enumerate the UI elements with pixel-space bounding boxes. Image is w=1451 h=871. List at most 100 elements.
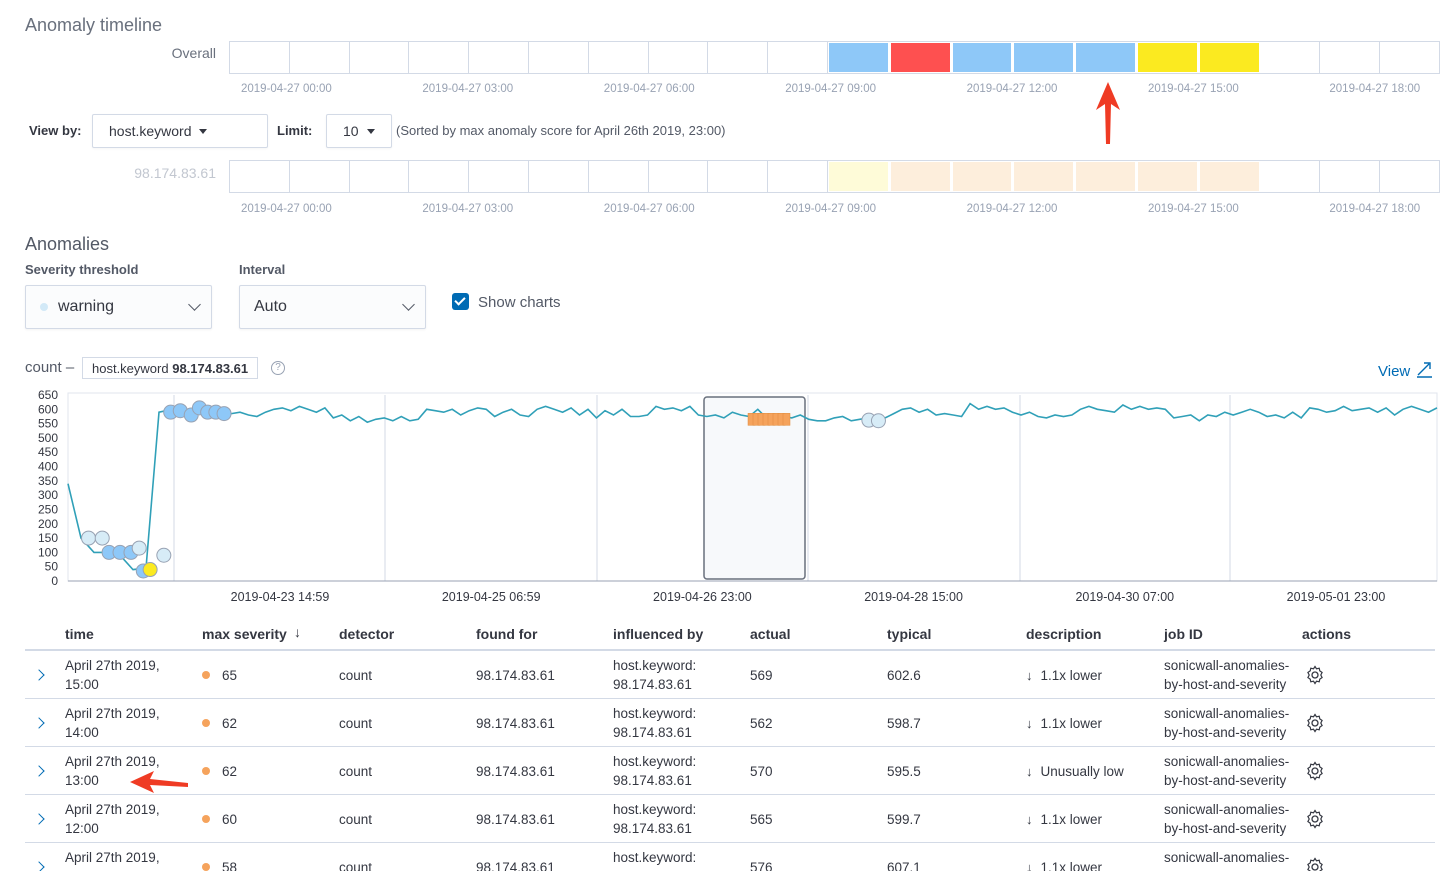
y-tick-label: 350	[38, 474, 58, 488]
entity-badge: host.keyword 98.174.83.61	[82, 357, 259, 379]
swimlane-cell[interactable]	[1320, 42, 1381, 73]
swimlane-cell[interactable]	[1014, 43, 1075, 72]
x-tick-label: 2019-04-28 15:00	[864, 590, 963, 604]
swimlane-cell[interactable]	[1076, 162, 1136, 191]
swimlane-cell[interactable]	[768, 161, 828, 192]
expand-row-icon[interactable]	[33, 717, 45, 729]
swimlane-cell[interactable]	[952, 43, 1013, 72]
expand-cell[interactable]	[33, 747, 45, 795]
view-link-label: View	[1378, 363, 1411, 380]
swimlane-cell[interactable]	[828, 162, 889, 191]
x-tick-label: 2019-04-23 14:59	[231, 590, 330, 604]
severity-threshold-select[interactable]: warning	[25, 285, 212, 329]
expand-cell[interactable]	[33, 699, 45, 747]
column-header: time	[65, 626, 94, 642]
swimlane-cell[interactable]	[469, 42, 529, 73]
column-header[interactable]: max severity	[202, 626, 287, 642]
y-tick-label: 600	[38, 402, 58, 416]
influenced-by-cell: host.keyword:98.174.83.61	[613, 802, 697, 836]
swimlane-cell[interactable]	[589, 161, 649, 192]
actions-cell[interactable]	[1305, 843, 1325, 871]
influenced-by-cell: host.keyword:98.174.83.61	[613, 850, 697, 871]
show-charts-checkbox[interactable]	[452, 293, 469, 310]
view-by-select[interactable]: host.keyword	[92, 114, 268, 148]
x-tick-label: 2019-05-01 23:00	[1287, 590, 1386, 604]
expand-row-icon[interactable]	[33, 813, 45, 825]
found-for-cell: 98.174.83.61	[476, 859, 555, 871]
swimlane-cell[interactable]	[649, 42, 709, 73]
swimlane-cell[interactable]	[1076, 43, 1136, 72]
table-row[interactable]: April 27th 2019, 13:00 62 count 98.174.83.61…	[25, 747, 1435, 795]
table-row[interactable]: April 27th 2019, 15:00 65 count 98.174.83.61…	[25, 651, 1435, 699]
swimlane-cell[interactable]	[529, 42, 589, 73]
help-icon[interactable]: ?	[271, 361, 285, 375]
swimlane-cell[interactable]	[1199, 43, 1260, 72]
swimlane-cell[interactable]	[1199, 162, 1260, 191]
expand-row-icon[interactable]	[33, 861, 45, 871]
swimlane-cell[interactable]	[649, 161, 709, 192]
swimlane-cell[interactable]	[1137, 43, 1198, 72]
arrow-down-icon: ↓	[1026, 715, 1033, 731]
swimlane-cell[interactable]	[768, 42, 828, 73]
gear-icon[interactable]	[1305, 713, 1325, 733]
table-row[interactable]: April 27th 2019, 14:00 62 count 98.174.83.61…	[25, 699, 1435, 747]
table-row[interactable]: April 27th 2019,11:00 58 count 98.174.83.61…	[25, 843, 1435, 871]
swimlane-cell[interactable]	[230, 161, 290, 192]
swimlane-cell[interactable]	[290, 42, 350, 73]
swimlane-cell[interactable]	[1380, 42, 1439, 73]
swimlane-cell[interactable]	[230, 42, 290, 73]
swimlane-cell[interactable]	[409, 42, 470, 73]
arrow-down-icon: ↓	[1026, 859, 1033, 871]
expand-row-icon[interactable]	[33, 669, 45, 681]
anomaly-chart[interactable]: 6506005505004504003503002502001501005002…	[0, 388, 1451, 608]
actions-cell[interactable]	[1305, 747, 1325, 795]
swimlane-cell[interactable]	[529, 161, 589, 192]
severity-cell: 60	[202, 795, 237, 843]
swimlane-cell[interactable]	[350, 161, 410, 192]
overall-swimlane[interactable]	[229, 41, 1440, 74]
swimlane-cell[interactable]	[828, 43, 889, 72]
swimlane-cell[interactable]	[1137, 162, 1198, 191]
chevron-down-icon	[402, 298, 415, 311]
actions-cell[interactable]	[1305, 651, 1325, 699]
swimlane-cell[interactable]	[708, 161, 769, 192]
swimlane-cell[interactable]	[1014, 162, 1075, 191]
swimlane-cell[interactable]	[1261, 161, 1321, 192]
job-id-cell: sonicwall-anomalies-by-host-and-severity	[1164, 658, 1290, 692]
swimlane-cell[interactable]	[290, 161, 350, 192]
swimlane-cell[interactable]	[1261, 42, 1321, 73]
expand-cell[interactable]	[33, 651, 45, 699]
limit-label: Limit:	[277, 123, 313, 138]
entity-value: 98.174.83.61	[172, 361, 249, 376]
swimlane-cell[interactable]	[350, 42, 410, 73]
swimlane-cell[interactable]	[890, 162, 951, 191]
swimlane-cell[interactable]	[708, 42, 769, 73]
swimlane-cell[interactable]	[469, 161, 529, 192]
expand-cell[interactable]	[33, 843, 45, 871]
swimlane-cell[interactable]	[409, 161, 470, 192]
swimlane-cell[interactable]	[589, 42, 649, 73]
gear-icon[interactable]	[1305, 857, 1325, 871]
table-row[interactable]: April 27th 2019, 12:00 60 count 98.174.83.61…	[25, 795, 1435, 843]
description-cell: ↓ 1.1x lower	[1026, 843, 1102, 871]
expand-row-icon[interactable]	[33, 765, 45, 777]
show-charts-label[interactable]: Show charts	[478, 294, 561, 311]
view-link[interactable]: View	[1378, 361, 1433, 380]
gear-icon[interactable]	[1305, 761, 1325, 781]
y-tick-label: 250	[38, 502, 58, 516]
gear-icon[interactable]	[1305, 809, 1325, 829]
actions-cell[interactable]	[1305, 795, 1325, 843]
host-swimlane[interactable]	[229, 160, 1440, 193]
sort-note: (Sorted by max anomaly score for April 2…	[396, 123, 726, 138]
description-cell: ↓ Unusually low	[1026, 763, 1124, 779]
swimlane-cell[interactable]	[1320, 161, 1381, 192]
swimlane-cell[interactable]	[890, 43, 951, 72]
entity-field: host.keyword	[92, 361, 169, 376]
interval-select[interactable]: Auto	[239, 285, 426, 329]
gear-icon[interactable]	[1305, 665, 1325, 685]
expand-cell[interactable]	[33, 795, 45, 843]
swimlane-cell[interactable]	[952, 162, 1013, 191]
limit-select[interactable]: 10	[326, 114, 392, 148]
actions-cell[interactable]	[1305, 699, 1325, 747]
swimlane-cell[interactable]	[1380, 161, 1439, 192]
